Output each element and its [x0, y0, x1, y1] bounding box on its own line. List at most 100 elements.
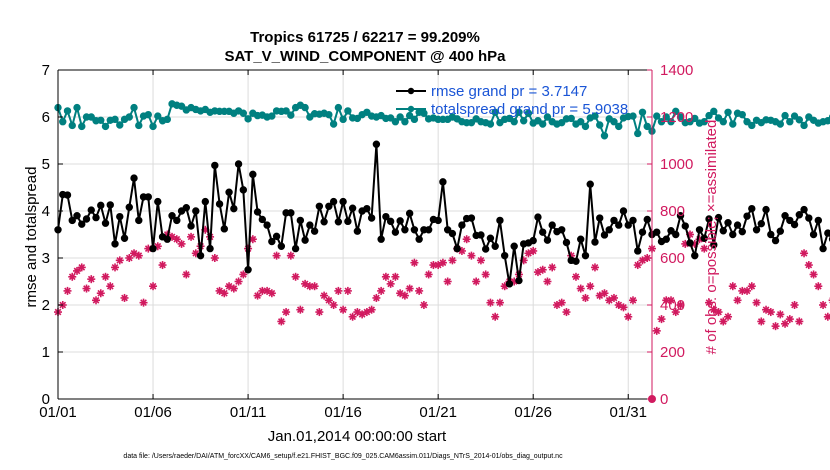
rmse-point	[206, 244, 214, 253]
y2-tick-label: 0	[660, 391, 668, 408]
y2-tick-label: 200	[660, 344, 685, 361]
asterisk-stroke	[392, 273, 399, 281]
totalspread-point	[97, 116, 105, 124]
asterisk-stroke	[182, 271, 190, 278]
totalspread-point	[177, 102, 186, 110]
assimilated-obs-point	[92, 296, 101, 305]
rmse-series	[54, 140, 830, 288]
legend-label: totalspread grand pr = 5.9038	[431, 101, 628, 118]
y-tick-label: 5	[42, 156, 50, 173]
assimilated-obs-point	[586, 282, 595, 291]
rmse-point	[415, 235, 423, 243]
totalspread-point	[577, 118, 585, 126]
rmse-point	[149, 244, 157, 253]
rmse-point	[443, 226, 452, 234]
asterisk-stroke	[411, 259, 418, 267]
asterisk-stroke	[472, 278, 480, 285]
rmse-point	[125, 203, 133, 211]
assimilated-obs-point	[386, 279, 395, 288]
legend-item: totalspread grand pr = 5.9038	[396, 101, 628, 118]
y2-tick-label: 1400	[660, 62, 693, 79]
x-tick-label: 01/31	[609, 404, 647, 421]
rmse-point	[743, 212, 751, 220]
asterisk-stroke	[125, 254, 133, 262]
totalspread-point	[543, 113, 552, 121]
asterisk-stroke	[719, 318, 727, 325]
totalspread-point	[344, 107, 352, 115]
totalspread-point	[581, 122, 590, 131]
rmse-point	[572, 257, 580, 265]
rmse-point	[790, 220, 799, 229]
totalspread-point	[63, 107, 72, 115]
y2-axis-label: # of obs: o=possible; ×=assimilated	[703, 120, 720, 355]
assimilated-obs-point	[339, 305, 348, 314]
rmse-point	[296, 216, 305, 225]
totalspread-point	[144, 110, 152, 119]
totalspread-point	[700, 118, 708, 126]
asterisk-stroke	[658, 315, 665, 323]
assimilated-obs-point	[405, 284, 414, 293]
totalspread-point	[719, 118, 727, 126]
x-tick-label: 01/16	[324, 404, 362, 421]
assimilated-obs-point	[495, 298, 504, 307]
y-tick-label: 6	[42, 109, 50, 126]
assimilated-obs-point	[472, 277, 481, 286]
rmse-point	[372, 140, 381, 148]
rmse-point	[653, 228, 661, 236]
rmse-point	[672, 230, 680, 239]
assimilated-obs-point	[576, 284, 585, 293]
rmse-point	[144, 193, 152, 201]
assimilated-obs-point	[700, 244, 709, 253]
assimilated-obs-point	[96, 289, 105, 298]
rmse-point	[225, 188, 233, 196]
totalspread-point	[301, 103, 309, 112]
assimilated-obs-point	[286, 251, 295, 260]
rmse-point	[325, 202, 333, 211]
asterisk-stroke	[282, 308, 290, 316]
totalspread-point	[748, 121, 756, 130]
assimilated-obs-point	[714, 308, 723, 317]
asterisk-stroke	[477, 256, 485, 264]
rmse-point	[600, 231, 609, 239]
rmse-point	[291, 244, 300, 253]
totalspread-point	[567, 114, 575, 123]
assimilated-obs-point	[429, 261, 438, 270]
x-axis-label: Jan.01,2014 00:00:00 start	[268, 428, 447, 445]
assimilated-obs-point	[134, 251, 143, 260]
rmse-point	[263, 221, 271, 229]
asterisk-stroke	[111, 264, 119, 271]
totalspread-point	[519, 117, 528, 125]
asterisk-stroke	[591, 264, 599, 271]
assimilated-obs-point	[823, 312, 830, 321]
rmse-point	[529, 236, 537, 245]
asterisk-stroke	[572, 273, 580, 281]
assimilated-obs-point	[819, 301, 828, 309]
assimilated-obs-point	[400, 291, 409, 300]
y-tick-label: 3	[42, 250, 50, 267]
totalspread-point	[87, 113, 95, 121]
assimilated-obs-point	[277, 317, 286, 326]
totalspread-point	[795, 116, 804, 124]
asterisk-stroke	[354, 308, 361, 316]
rmse-point	[491, 242, 499, 250]
asterisk-stroke	[468, 252, 475, 260]
assimilated-obs-point	[343, 286, 352, 295]
asterisk-stroke	[629, 296, 637, 304]
rmse-point	[249, 170, 257, 179]
asterisk-stroke	[786, 315, 794, 323]
assimilated-obs-point	[282, 308, 291, 317]
assimilated-obs-point	[391, 272, 400, 281]
assimilated-obs-point	[776, 310, 785, 319]
totalspread-point	[738, 110, 746, 119]
y2-tick-label: 1000	[660, 156, 693, 173]
rmse-point	[272, 232, 281, 241]
asterisk-stroke	[634, 261, 642, 269]
asterisk-stroke	[791, 301, 798, 309]
asterisk-stroke	[743, 287, 751, 295]
asterisk-stroke	[800, 249, 808, 257]
rmse-point	[453, 244, 461, 253]
asterisk-stroke	[140, 299, 147, 307]
totalspread-point	[729, 120, 737, 128]
assimilated-obs-point	[315, 308, 324, 317]
rmse-point	[615, 221, 623, 229]
